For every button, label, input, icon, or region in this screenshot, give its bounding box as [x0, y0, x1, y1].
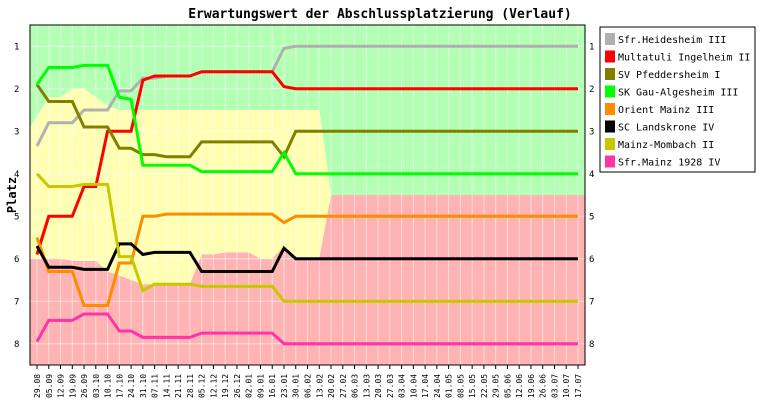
y-axis-right: 1 2 3 4 5 6 7 8 — [589, 42, 594, 350]
x-tick-label: 09.01 — [256, 374, 265, 398]
x-tick-label: 02.01 — [245, 374, 254, 398]
y-axis-label: Platz — [5, 177, 19, 213]
y-tick-label: 7 — [14, 297, 19, 307]
y-tick-label-right: 4 — [589, 170, 594, 180]
x-tick-label: 13.03 — [362, 374, 371, 398]
y-tick-label: 2 — [14, 85, 19, 95]
legend-label: Multatuli Ingelheim II — [618, 53, 750, 64]
legend-label: Sfr.Heidesheim III — [618, 35, 726, 46]
legend: Sfr.Heidesheim III Multatuli Ingelheim II… — [599, 26, 756, 173]
legend-swatch — [605, 120, 615, 133]
x-tick-label: 30.01 — [292, 374, 301, 398]
x-tick-label: 29.08 — [33, 374, 42, 398]
y-tick-label-right: 3 — [589, 127, 594, 137]
x-tick-label: 17.04 — [421, 374, 430, 398]
legend-box — [599, 26, 756, 173]
x-tick-label: 24.04 — [433, 374, 442, 398]
x-tick-label: 01.05 — [445, 374, 454, 398]
x-tick-label: 19.06 — [527, 374, 536, 398]
legend-swatch — [605, 33, 615, 45]
x-axis: 29.08 05.09 12.09 19.09 26.09 03.10 10.10 17.10… — [33, 374, 583, 398]
legend-label: SV Pfeddersheim I — [618, 70, 720, 81]
series-line-3 — [35, 83, 578, 160]
x-tick-label: 12.06 — [515, 374, 524, 398]
chart-title: Erwartungswert der Abschlussplatzierung … — [188, 7, 572, 22]
x-tick-label: 24.10 — [127, 374, 136, 398]
legend-swatch — [605, 155, 615, 168]
x-tick-label: 05.06 — [503, 374, 512, 398]
x-tick-label: 27.02 — [339, 374, 348, 398]
series-line-8 — [35, 312, 578, 346]
x-tick-label: 10.04 — [409, 374, 418, 398]
x-tick-label: 19.09 — [68, 374, 77, 398]
x-tick-label: 26.09 — [80, 374, 89, 398]
x-tick-label: 03.04 — [398, 374, 407, 398]
x-tick-label: 12.12 — [209, 374, 218, 398]
series-line-6 — [35, 242, 578, 273]
x-tick-label: 17.07 — [574, 374, 583, 398]
x-tick-label: 08.05 — [456, 374, 465, 398]
y-axis-left: 1 2 3 4 5 6 7 8 — [14, 42, 19, 350]
x-tick-label: 27.03 — [386, 374, 395, 398]
y-tick-label-right: 5 — [589, 212, 594, 222]
x-tick-label: 31.10 — [139, 374, 148, 398]
y-tick-label-right: 8 — [589, 340, 594, 350]
legend-label: SC Landskrone IV — [618, 123, 714, 134]
legend-swatch — [605, 103, 615, 115]
legend-label: Sfr.Mainz 1928 IV — [618, 158, 720, 169]
y-tick-label: 4 — [14, 170, 19, 180]
x-tick-label: 12.09 — [57, 374, 66, 398]
legend-label: Mainz-Mombach II — [618, 140, 714, 151]
x-tick-label: 10.10 — [104, 374, 113, 398]
x-tick-label: 06.02 — [304, 374, 313, 398]
y-tick-label-right: 7 — [589, 297, 594, 307]
x-tick-label: 14.11 — [162, 374, 171, 398]
legend-swatch — [605, 138, 615, 150]
y-tick-label: 3 — [14, 127, 19, 137]
x-tick-label: 03.10 — [92, 374, 101, 398]
x-tick-label: 23.01 — [280, 374, 289, 398]
x-tick-label: 17.10 — [115, 374, 124, 398]
y-tick-label-right: 2 — [589, 85, 594, 95]
x-tick-label: 06.03 — [351, 374, 360, 398]
y-tick-label-right: 6 — [589, 255, 594, 265]
series-line-4 — [35, 63, 578, 176]
x-tick-label: 10.07 — [562, 374, 571, 398]
x-tick-label: 03.07 — [550, 374, 559, 398]
x-tick-label: 13.02 — [315, 374, 324, 398]
x-tick-label: 05.09 — [45, 374, 54, 398]
x-tick-label: 07.11 — [151, 374, 160, 398]
x-tick-label: 28.11 — [186, 374, 195, 398]
y-tick-label: 6 — [14, 255, 19, 265]
x-tick-label: 29.05 — [492, 374, 501, 398]
y-tick-label: 5 — [14, 212, 19, 222]
series-line-2 — [35, 70, 578, 255]
legend-swatch — [605, 50, 615, 63]
x-tick-label: 21.11 — [174, 374, 183, 398]
y-tick-label: 1 — [14, 42, 19, 52]
series-line-5 — [35, 212, 578, 307]
x-tick-label: 19.12 — [221, 374, 230, 398]
x-tick-label: 20.03 — [374, 374, 383, 398]
x-tick-label: 20.02 — [327, 374, 336, 398]
x-tick-label: 26.12 — [233, 374, 242, 398]
legend-label: Orient Mainz III — [618, 105, 714, 116]
x-tick-label: 16.01 — [268, 374, 277, 398]
series-layer — [35, 44, 578, 346]
y-tick-label: 8 — [14, 340, 19, 350]
legend-swatch — [605, 85, 615, 98]
legend-label: SK Gau-Algesheim III — [618, 88, 738, 99]
plot-frame — [29, 24, 586, 366]
x-tick-label: 05.12 — [198, 374, 207, 398]
legend-swatch — [605, 68, 615, 80]
series-line-1 — [35, 44, 578, 147]
x-tick-label: 22.05 — [480, 374, 489, 398]
x-tick-label: 26.06 — [539, 374, 548, 398]
y-tick-label-right: 1 — [589, 42, 594, 52]
series-line-7 — [35, 172, 578, 303]
x-tick-label: 15.05 — [468, 374, 477, 398]
